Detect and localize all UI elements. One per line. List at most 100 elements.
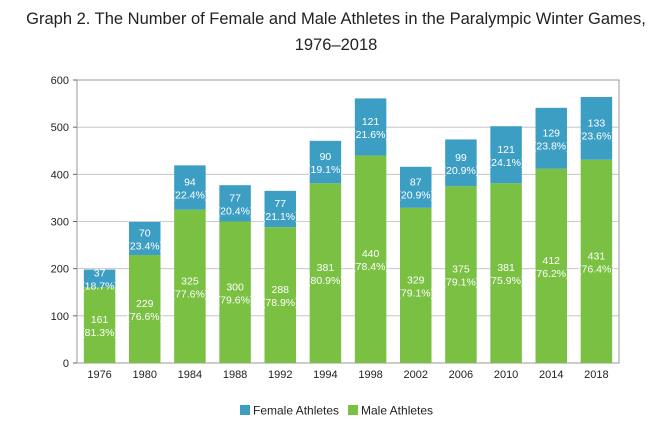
bar-male: [174, 209, 206, 363]
data-label-male-value: 161: [91, 314, 109, 326]
data-label-female-value: 37: [94, 267, 106, 279]
data-label-male-value: 329: [407, 274, 425, 286]
bar-female: [309, 140, 342, 184]
data-label-male-percent: (78.9%): [262, 297, 299, 309]
data-label-female-value: 133: [588, 117, 606, 129]
data-label-male-value: 300: [226, 281, 244, 293]
data-label-male-value: 381: [317, 262, 335, 274]
x-tick-label: 2002: [404, 369, 428, 381]
legend-swatch: [348, 405, 358, 415]
data-label-male-value: 229: [136, 298, 154, 310]
data-label-female-percent: (23.6%): [578, 130, 615, 142]
data-label-male-value: 375: [452, 264, 470, 276]
data-label-male-value: 325: [181, 275, 199, 287]
data-label-male-percent: (81.3%): [81, 327, 118, 339]
bar-female: [129, 221, 161, 255]
data-label-female-percent: (23.8%): [533, 140, 570, 152]
data-label-male-percent: (76.4%): [578, 263, 615, 275]
bar-male: [309, 183, 342, 363]
bar-female: [83, 269, 116, 288]
bar-male: [354, 155, 387, 363]
data-label-male-value: 412: [542, 255, 560, 267]
bar-male: [445, 186, 477, 363]
y-tick-label: 400: [51, 169, 69, 181]
bar-male: [264, 227, 296, 363]
data-label-female-percent: (22.4%): [172, 190, 209, 202]
y-tick-label: 100: [51, 311, 69, 323]
x-tick-label: 1980: [133, 369, 157, 381]
x-tick-label: 1988: [223, 369, 247, 381]
data-label-male-percent: (79.1%): [397, 287, 434, 299]
y-tick-label: 200: [51, 264, 69, 276]
data-label-male-percent: (77.6%): [172, 288, 209, 300]
legend-swatch: [240, 405, 250, 415]
bar-male: [129, 254, 161, 363]
data-label-female-percent: (24.1%): [488, 157, 525, 169]
data-label-female-value: 77: [229, 192, 241, 204]
data-label-female-value: 94: [184, 177, 196, 189]
x-tick-label: 2018: [584, 369, 608, 381]
y-tick-label: 0: [63, 358, 69, 370]
data-label-female-value: 87: [410, 176, 422, 188]
data-label-female-percent: (23.4%): [126, 240, 163, 252]
data-label-male-value: 431: [588, 250, 606, 262]
x-tick-label: 1976: [87, 369, 111, 381]
data-label-female-percent: (18.7%): [81, 280, 118, 292]
x-tick-label: 1998: [358, 369, 382, 381]
x-tick-label: 2010: [494, 369, 518, 381]
data-label-male-percent: (79.1%): [443, 277, 480, 289]
bar-male: [535, 168, 567, 363]
data-label-female-percent: (20.4%): [217, 205, 254, 217]
data-label-male-percent: (76.6%): [126, 311, 163, 323]
data-label-female-value: 99: [455, 152, 467, 164]
bar-female: [445, 139, 477, 187]
bar-female: [354, 98, 387, 156]
y-tick-label: 600: [51, 75, 69, 87]
data-label-female-value: 77: [274, 198, 286, 210]
data-label-female-value: 70: [139, 227, 151, 239]
bar-female: [264, 190, 296, 228]
bar-female: [535, 107, 567, 169]
data-label-male-percent: (75.9%): [488, 275, 525, 287]
chart-title-line-1: Graph 2. The Number of Female and Male A…: [26, 10, 646, 28]
legend-label: Female Athletes: [253, 404, 339, 418]
legend: Female Athletes Male Athletes: [240, 404, 433, 418]
data-label-male-value: 440: [362, 248, 380, 260]
bar-male: [580, 159, 613, 363]
data-label-male-percent: (80.9%): [307, 275, 344, 287]
data-label-female-value: 121: [497, 144, 515, 156]
bar-female: [174, 165, 206, 210]
data-label-male-percent: (76.2%): [533, 268, 570, 280]
legend-label: Male Athletes: [361, 404, 433, 418]
bar-male: [83, 287, 116, 363]
bar-female: [580, 96, 613, 160]
data-label-female-percent: (20.9%): [397, 189, 434, 201]
x-tick-label: 2006: [449, 369, 473, 381]
data-label-male-percent: (79.6%): [217, 294, 254, 306]
chart-title-line-2: 1976–2018: [294, 36, 378, 54]
data-label-female-value: 129: [542, 127, 560, 139]
data-label-male-value: 381: [497, 262, 515, 274]
x-tick-label: 1992: [268, 369, 292, 381]
bar-male: [490, 183, 522, 363]
y-tick-label: 500: [51, 122, 69, 134]
data-label-female-percent: (19.1%): [307, 164, 344, 176]
data-label-female-percent: (21.1%): [262, 211, 299, 223]
data-label-female-percent: (21.6%): [352, 129, 389, 141]
data-label-female-percent: (20.9%): [443, 165, 480, 177]
bar-male: [219, 221, 251, 363]
x-tick-label: 1984: [178, 369, 202, 381]
bar-female: [400, 166, 432, 208]
y-tick-label: 300: [51, 217, 69, 229]
bar-female: [219, 185, 251, 222]
bar-female: [490, 126, 522, 184]
data-label-female-value: 121: [362, 116, 380, 128]
bar-male: [400, 207, 432, 363]
data-label-female-value: 90: [320, 151, 332, 163]
data-label-male-percent: (78.4%): [352, 261, 389, 273]
data-label-male-value: 288: [271, 284, 289, 296]
x-tick-label: 2014: [539, 369, 563, 381]
x-tick-label: 1994: [313, 369, 337, 381]
